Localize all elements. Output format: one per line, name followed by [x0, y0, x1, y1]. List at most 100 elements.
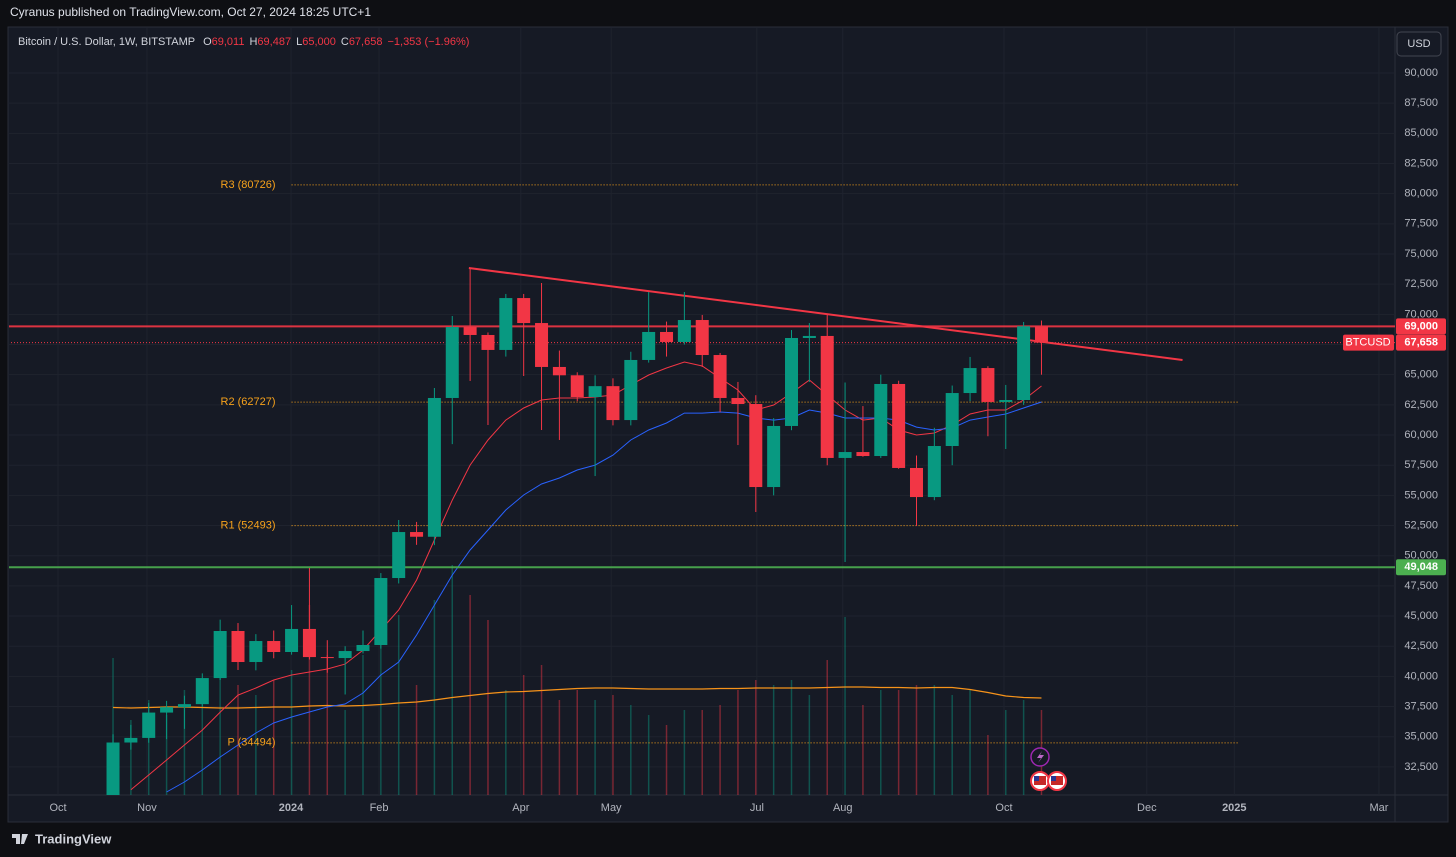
- candle-body: [499, 298, 513, 350]
- candle-body: [749, 404, 763, 488]
- brand-logo: [12, 834, 28, 844]
- candle-body: [624, 359, 638, 421]
- y-tick-label: 70,000: [1404, 308, 1438, 320]
- x-tick-label: Dec: [1137, 802, 1157, 814]
- flag: [1034, 776, 1046, 785]
- candle-body: [142, 712, 156, 738]
- symbol-legend: Bitcoin / U.S. Dollar, 1W, BITSTAMP O69,0…: [18, 36, 469, 48]
- candle-body: [410, 532, 424, 537]
- candle-body: [588, 386, 602, 398]
- volume-bar: [201, 695, 204, 795]
- candle-body: [285, 628, 299, 652]
- price-label: 49,048: [1404, 561, 1438, 573]
- volume-bar: [290, 670, 293, 795]
- y-tick-label: 85,000: [1404, 127, 1438, 139]
- lightning: [1037, 751, 1044, 763]
- pivot-label: R1 (52493): [221, 520, 276, 532]
- volume-bar: [147, 700, 150, 795]
- volume-bar: [237, 685, 239, 795]
- volume-ma: [113, 686, 1042, 709]
- footer: TradingView: [12, 831, 112, 846]
- price-label-box: [1396, 334, 1446, 351]
- volume-bar: [433, 600, 436, 795]
- candle-body: [552, 366, 566, 376]
- brand: TradingView: [35, 831, 112, 846]
- flag-canton: [1034, 776, 1039, 781]
- candle-body: [517, 298, 531, 324]
- currency-button[interactable]: [1396, 31, 1442, 57]
- candle-body: [981, 368, 995, 402]
- candle-body: [356, 645, 370, 652]
- volume-bar: [987, 735, 989, 795]
- legend-change: −1,353 (−1.96%): [387, 36, 469, 48]
- candle-body: [231, 631, 245, 663]
- y-tick-label: 50,000: [1404, 550, 1438, 562]
- volume-bar: [915, 685, 918, 795]
- candle-body: [606, 386, 620, 421]
- candle-body: [802, 335, 816, 339]
- volume-bar: [505, 690, 507, 795]
- candle-body: [909, 467, 923, 498]
- volume-bar: [808, 695, 811, 795]
- candle-body: [338, 651, 352, 659]
- candle-body: [249, 641, 263, 663]
- pivot-label: R2 (62727): [221, 396, 276, 408]
- candle-body: [213, 631, 227, 679]
- candle-body: [677, 320, 691, 342]
- volume-bar: [683, 710, 686, 795]
- grid: [8, 28, 1395, 795]
- pivot-label: R3 (80726): [221, 179, 276, 191]
- volume-layer: [112, 565, 1043, 795]
- candle-body: [767, 425, 781, 488]
- candle-body: [463, 327, 477, 335]
- y-tick-label: 37,500: [1404, 700, 1438, 712]
- candle-body: [963, 368, 977, 394]
- y-tick-label: 90,000: [1404, 67, 1438, 79]
- volume-bar: [612, 695, 614, 795]
- x-tick-label: Apr: [512, 802, 529, 814]
- volume-bar: [665, 725, 668, 795]
- candle-layer: [106, 268, 1048, 795]
- legend-value: 67,658: [349, 36, 383, 48]
- x-tick-label: Jul: [750, 802, 764, 814]
- volume-bar: [130, 720, 132, 795]
- volume-bar: [701, 710, 703, 795]
- volume-bar: [165, 715, 168, 795]
- y-tick-label: 32,500: [1404, 761, 1438, 773]
- candle-body: [267, 641, 281, 652]
- volume-bar: [219, 675, 221, 795]
- legend-value: 65,000: [302, 36, 336, 48]
- volume-bar: [594, 700, 596, 795]
- candle-body: [999, 400, 1013, 402]
- legend-value: 69,487: [257, 36, 291, 48]
- candle-body: [535, 323, 549, 367]
- flag: [1051, 776, 1063, 785]
- y-tick-label: 80,000: [1404, 188, 1438, 200]
- symbol-tag-box: [1343, 334, 1394, 351]
- y-tick-label: 45,000: [1404, 610, 1438, 622]
- symbol-title: Bitcoin / U.S. Dollar, 1W, BITSTAMP: [18, 36, 195, 48]
- volume-bar: [755, 680, 757, 795]
- volume-bar: [1022, 700, 1025, 795]
- pivot-label: P (34494): [227, 737, 275, 749]
- label-layer: 32,500 35,000 37,500 40,000 42,500 45,000 47,5…: [49, 67, 1446, 814]
- candle-body: [713, 355, 727, 398]
- volume-bar: [647, 715, 650, 795]
- legend-key: O: [203, 36, 212, 48]
- candle-body: [302, 628, 316, 658]
- candle-body: [856, 452, 870, 457]
- volume-bar: [487, 620, 489, 795]
- volume-bar: [415, 685, 418, 795]
- symbol-tag: BTCUSD: [1345, 337, 1390, 349]
- volume-bar: [183, 690, 186, 795]
- x-tick-label: 2024: [279, 802, 304, 814]
- candle-body: [695, 320, 709, 356]
- candle-body: [374, 578, 388, 645]
- legend-key: L: [296, 36, 302, 48]
- y-tick-label: 72,500: [1404, 278, 1438, 290]
- candle-body: [481, 334, 495, 350]
- volume-bar: [558, 700, 561, 795]
- volume-bar: [522, 675, 525, 795]
- legend-key: C: [341, 36, 349, 48]
